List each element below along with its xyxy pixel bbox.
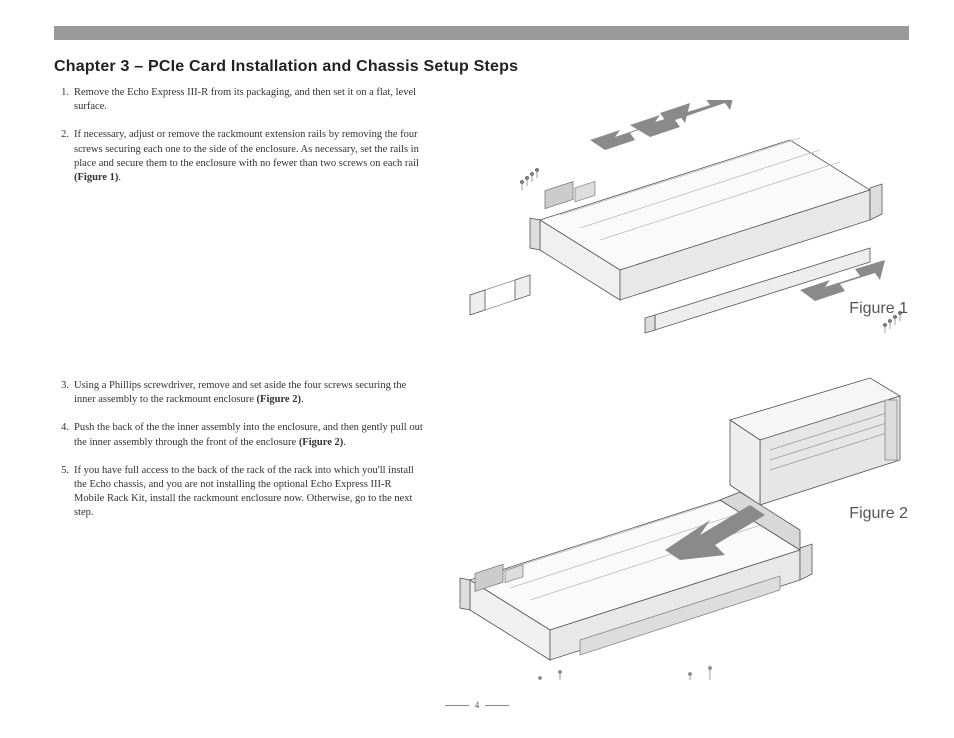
header-bar xyxy=(54,26,909,40)
step-item: 1. Remove the Echo Express III-R from it… xyxy=(54,86,424,114)
page-number: 4 xyxy=(0,700,954,710)
step-number: 5. xyxy=(54,464,74,521)
figure-2-label: Figure 2 xyxy=(849,505,908,523)
step-item: 3. Using a Phillips screwdriver, remove … xyxy=(54,379,424,407)
step-text: Remove the Echo Express III-R from its p… xyxy=(74,86,424,114)
step-text: Push the back of the the inner assembly … xyxy=(74,421,424,449)
figures-svg xyxy=(430,100,910,680)
step-text: Using a Phillips screwdriver, remove and… xyxy=(74,379,424,407)
step-number: 1. xyxy=(54,86,74,114)
step-number: 3. xyxy=(54,379,74,407)
figure-1-label: Figure 1 xyxy=(849,300,908,318)
step-item: 4. Push the back of the the inner assemb… xyxy=(54,421,424,449)
step-item: 5. If you have full access to the back o… xyxy=(54,464,424,521)
step-number: 4. xyxy=(54,421,74,449)
figure-area: Figure 1 Figure 2 xyxy=(430,100,910,680)
figure-2 xyxy=(460,378,900,680)
figure-1 xyxy=(470,100,902,333)
step-text: If you have full access to the back of t… xyxy=(74,464,424,521)
chapter-title: Chapter 3 – PCIe Card Installation and C… xyxy=(54,58,518,76)
steps-list: 1. Remove the Echo Express III-R from it… xyxy=(54,86,424,534)
step-item: 2. If necessary, adjust or remove the ra… xyxy=(54,128,424,185)
step-number: 2. xyxy=(54,128,74,185)
step-text: If necessary, adjust or remove the rackm… xyxy=(74,128,424,185)
